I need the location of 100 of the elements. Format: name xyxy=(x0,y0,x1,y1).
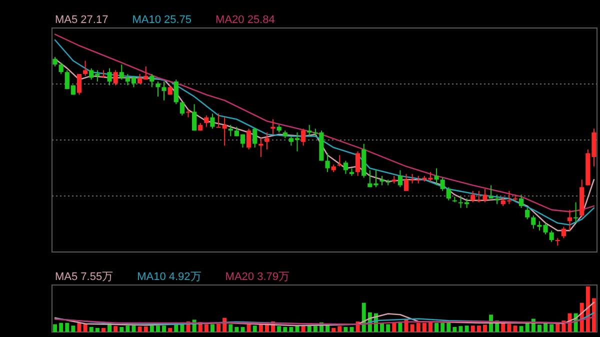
text: MA5 27.17 xyxy=(55,14,108,26)
candlestick xyxy=(525,207,530,220)
candlestick xyxy=(228,124,233,137)
bar xyxy=(464,326,469,332)
bar xyxy=(138,326,142,332)
bar xyxy=(252,326,257,332)
candlestick xyxy=(343,160,348,174)
candlestick xyxy=(446,186,451,201)
candlestick xyxy=(107,68,112,86)
bar xyxy=(392,322,396,332)
candlestick xyxy=(162,81,166,101)
bar xyxy=(83,324,88,332)
bar xyxy=(53,324,58,332)
candlestick xyxy=(519,194,524,208)
candlestick xyxy=(301,128,306,146)
bar xyxy=(440,322,445,332)
candlestick xyxy=(210,113,215,130)
bar xyxy=(283,326,288,332)
bar xyxy=(95,328,100,332)
bar xyxy=(380,322,384,332)
bar xyxy=(144,326,148,332)
candlestick xyxy=(440,177,445,192)
bar xyxy=(234,326,239,332)
bar xyxy=(344,326,348,332)
candlestick xyxy=(204,114,209,128)
bar xyxy=(482,324,487,332)
candlestick xyxy=(150,73,154,88)
candlestick xyxy=(252,128,258,148)
bar xyxy=(507,324,512,332)
bar xyxy=(537,324,542,332)
candlestick xyxy=(307,124,312,137)
bar xyxy=(452,326,457,332)
bar xyxy=(114,326,118,332)
bar xyxy=(470,326,475,332)
candlestick xyxy=(174,79,178,105)
text: MA10 25.75 xyxy=(132,14,192,26)
bar xyxy=(216,324,221,332)
bar xyxy=(246,324,251,332)
candlestick xyxy=(380,175,384,186)
bar xyxy=(476,326,481,332)
candlestick xyxy=(180,102,184,116)
bar xyxy=(289,326,294,332)
bar xyxy=(210,324,214,332)
bar xyxy=(89,326,94,332)
candlestick xyxy=(488,184,494,199)
bar xyxy=(120,326,124,332)
bar xyxy=(277,326,282,332)
bar xyxy=(59,322,64,332)
candlestick xyxy=(476,190,482,203)
candlestick xyxy=(76,73,82,96)
candlestick xyxy=(83,60,88,76)
bar xyxy=(556,324,560,332)
bar xyxy=(332,328,336,332)
candlestick xyxy=(531,214,536,230)
text: MA10 4.92万 xyxy=(137,271,202,283)
bar xyxy=(410,324,414,332)
candlestick xyxy=(246,128,252,150)
bar xyxy=(592,298,596,332)
candlestick xyxy=(567,209,572,232)
candlestick xyxy=(156,81,160,98)
bar xyxy=(301,326,306,332)
text: MA5 7.55万 xyxy=(55,271,114,283)
bar xyxy=(162,326,166,332)
bar xyxy=(338,326,342,332)
bar xyxy=(422,322,426,332)
bar xyxy=(101,328,106,332)
bar xyxy=(71,326,76,332)
bar xyxy=(168,328,172,332)
bar xyxy=(519,326,524,332)
candlestick xyxy=(337,154,342,167)
bar xyxy=(550,324,554,332)
bar xyxy=(150,326,154,332)
bar xyxy=(156,326,160,332)
candlestick xyxy=(482,188,488,203)
bar xyxy=(416,322,420,332)
bar xyxy=(313,326,318,332)
bar xyxy=(446,322,451,332)
candlestick xyxy=(574,202,578,224)
bar xyxy=(586,286,590,332)
candlestick xyxy=(325,152,330,173)
candlestick xyxy=(561,226,566,239)
candlestick xyxy=(494,194,500,205)
bar xyxy=(126,326,130,332)
text: MA20 25.84 xyxy=(216,14,275,26)
candlestick xyxy=(356,150,360,176)
bar xyxy=(434,322,439,332)
bar xyxy=(204,324,208,332)
bar xyxy=(228,324,233,332)
bar xyxy=(307,326,312,332)
candlestick xyxy=(58,62,64,74)
candlestick xyxy=(192,104,197,132)
bar xyxy=(65,322,70,332)
candlestick xyxy=(264,132,270,150)
bar xyxy=(428,322,432,332)
text: MA20 3.79万 xyxy=(225,271,290,283)
candlestick xyxy=(549,230,554,242)
candlestick xyxy=(434,168,439,186)
candlestick xyxy=(398,170,402,188)
candlestick xyxy=(52,56,58,67)
candlestick xyxy=(113,70,118,86)
